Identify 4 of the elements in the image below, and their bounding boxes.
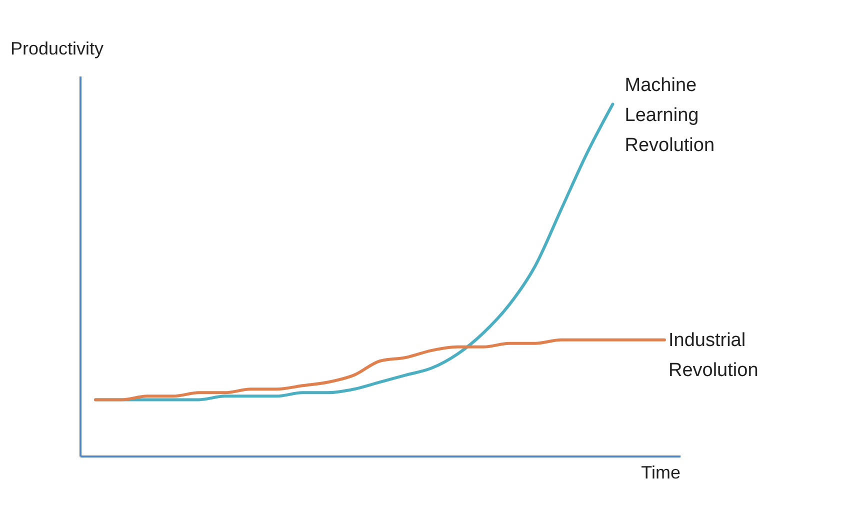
series-label: Industrial Revolution [668,330,758,381]
y-axis-title: Productivity [10,38,104,58]
series-label: Machine Learning Revolution [624,75,715,156]
x-axis-title: Time [641,462,680,482]
